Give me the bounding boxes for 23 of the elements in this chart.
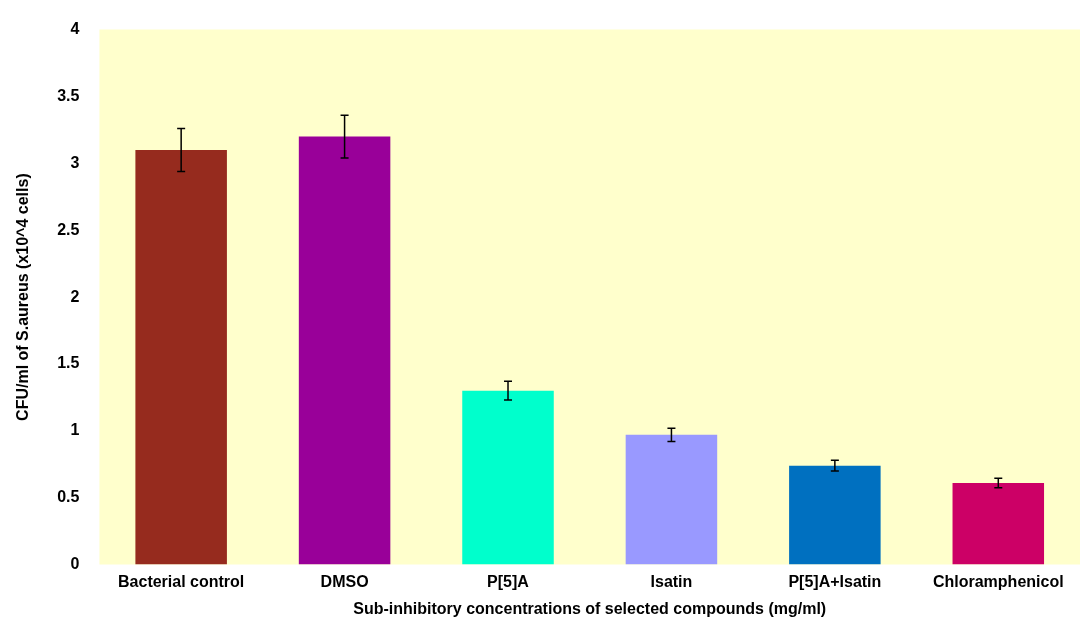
x-tick-label: Bacterial control (118, 572, 245, 590)
bar (952, 483, 1045, 565)
bar (135, 149, 227, 565)
y-tick-label: 4 (70, 20, 80, 38)
bar (625, 434, 718, 565)
y-tick-label: 0 (70, 555, 80, 573)
y-tick-label: 3.5 (57, 86, 80, 104)
x-tick-label: Chloramphenicol (932, 572, 1064, 590)
y-tick-label: 2 (70, 287, 80, 305)
x-tick-label: DMSO (320, 572, 369, 590)
bar (462, 390, 554, 565)
y-tick-label: 3 (70, 153, 80, 171)
x-axis-title: Sub-inhibitory concentrations of selected compounds (mg/ml) (353, 599, 827, 617)
x-tick-label: P[5]A+Isatin (788, 572, 882, 590)
x-tick-label: Isatin (650, 572, 693, 590)
x-tick-label: P[5]A (487, 572, 530, 590)
bar (789, 465, 881, 565)
bar (298, 136, 391, 565)
y-axis-title: CFU/ml of S.aureus (x10^4 cells) (14, 173, 32, 421)
y-tick-label: 1.5 (57, 354, 80, 372)
y-tick-label: 0.5 (57, 488, 80, 506)
y-tick-label: 1 (70, 421, 80, 439)
y-tick-label: 2.5 (57, 220, 80, 238)
